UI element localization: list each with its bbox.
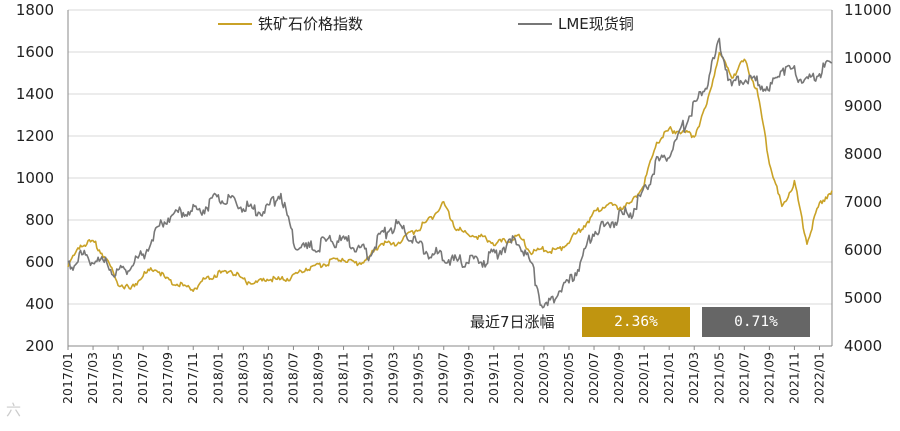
- legend-label-lme-copper: LME现货铜: [558, 15, 634, 33]
- recent-change-label: 最近7日涨幅: [470, 313, 555, 331]
- x-tick-label: 2019/09: [461, 352, 476, 404]
- x-tick-label: 2020/11: [636, 352, 651, 404]
- left-tick-label: 1000: [16, 169, 54, 187]
- x-tick-label: 2022/01: [811, 352, 826, 404]
- left-tick-label: 1200: [16, 127, 54, 145]
- gridlines: [67, 9, 833, 347]
- x-tick-label: 2019/11: [486, 352, 501, 404]
- series-lines: [67, 37, 833, 309]
- x-tick-label: 2019/07: [436, 352, 451, 404]
- right-axis-ticks: 4000 5000 6000 7000 8000 9000 10000 11000: [844, 1, 892, 355]
- x-axis-ticks: 2017/01 2017/03 2017/05 2017/07 2017/09 2017/…: [60, 346, 826, 404]
- x-tick-label: 2021/07: [736, 352, 751, 404]
- series-line-lme-copper: [67, 37, 833, 309]
- x-tick-label: 2020/09: [611, 352, 626, 404]
- x-tick-label: 2017/03: [85, 352, 100, 404]
- x-tick-label: 2017/05: [110, 352, 125, 404]
- left-tick-label: 1800: [16, 1, 54, 19]
- right-tick-label: 11000: [844, 1, 892, 19]
- x-tick-label: 2020/03: [536, 352, 551, 404]
- x-tick-label: 2021/09: [761, 352, 776, 404]
- left-tick-label: 400: [25, 295, 54, 313]
- x-tick-label: 2019/03: [386, 352, 401, 404]
- right-tick-label: 9000: [844, 97, 882, 115]
- x-tick-label: 2017/09: [160, 352, 175, 404]
- x-tick-label: 2019/05: [411, 352, 426, 404]
- x-tick-label: 2020/05: [561, 352, 576, 404]
- x-tick-label: 2018/01: [210, 352, 225, 404]
- left-axis-ticks: 200 400 600 800 1000 1200 1400 1600 1800: [16, 1, 54, 355]
- left-tick-label: 200: [25, 337, 54, 355]
- legend: 铁矿石价格指数 LME现货铜: [218, 15, 634, 33]
- x-tick-label: 2017/01: [60, 352, 75, 404]
- x-tick-label: 2017/07: [135, 352, 150, 404]
- x-tick-label: 2018/05: [260, 352, 275, 404]
- right-tick-label: 7000: [844, 193, 882, 211]
- left-tick-label: 1400: [16, 85, 54, 103]
- right-tick-label: 4000: [844, 337, 882, 355]
- x-tick-label: 2018/09: [310, 352, 325, 404]
- x-tick-label: 2018/07: [285, 352, 300, 404]
- iron-change-box: 2.36%: [582, 306, 690, 337]
- legend-label-iron-ore: 铁矿石价格指数: [258, 15, 363, 33]
- left-tick-label: 1600: [16, 43, 54, 61]
- x-tick-label: 2021/05: [711, 352, 726, 404]
- right-tick-label: 6000: [844, 241, 882, 259]
- x-tick-label: 2021/01: [661, 352, 676, 404]
- x-tick-label: 2018/03: [235, 352, 250, 404]
- x-tick-label: 2021/03: [686, 352, 701, 404]
- right-tick-label: 5000: [844, 289, 882, 307]
- series-line-iron-ore: [67, 51, 833, 292]
- right-tick-label: 8000: [844, 145, 882, 163]
- iron-change-value: 2.36%: [614, 313, 658, 330]
- x-tick-label: 2017/11: [185, 352, 200, 404]
- x-tick-label: 2018/11: [336, 352, 351, 404]
- copper-change-value: 0.71%: [734, 313, 778, 330]
- copper-change-box: 0.71%: [702, 306, 810, 337]
- recent-change-panel: 最近7日涨幅 2.36% 0.71%: [470, 305, 822, 338]
- x-tick-label: 2021/11: [786, 352, 801, 404]
- right-tick-label: 10000: [844, 49, 892, 67]
- left-tick-label: 800: [25, 211, 54, 229]
- x-tick-label: 2020/01: [511, 352, 526, 404]
- x-tick-label: 2020/07: [586, 352, 601, 404]
- watermark: 六: [6, 401, 22, 419]
- left-tick-label: 600: [25, 253, 54, 271]
- x-tick-label: 2019/01: [361, 352, 376, 404]
